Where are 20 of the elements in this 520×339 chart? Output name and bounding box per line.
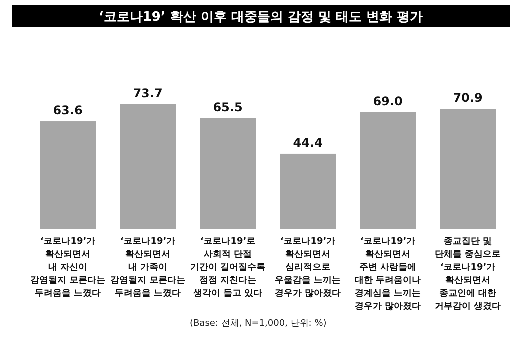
bar — [280, 154, 336, 229]
chart-title: ‘코로나19’ 확산 이후 대중들의 감정 및 태도 변화 평가 — [98, 10, 424, 25]
data-label: 65.5 — [213, 100, 243, 114]
bar — [40, 122, 96, 229]
data-label: 63.6 — [53, 104, 83, 118]
bar — [440, 109, 496, 229]
data-label: 44.4 — [293, 136, 323, 150]
data-label: 73.7 — [133, 86, 163, 100]
bar — [120, 104, 176, 229]
x-tick-label: ‘코로나19’로 사회적 단절 기간이 길어질수록 점점 지친다는 생각이 들고 있다 — [190, 237, 266, 299]
x-tick-label: ‘코로나19’가 확산되면서 내 자신이 감염될지 모른다는 두려움을 느꼈다 — [30, 237, 106, 299]
data-label: 70.9 — [453, 91, 483, 106]
x-tick-label: ‘코로나19’가 확산되면서 심리적으로 우울감을 느끼는 경우가 많아졌다 — [274, 237, 342, 299]
data-label: 69.0 — [373, 94, 403, 108]
text: (Base: 전체, N=1,000, 단위: %) — [190, 319, 327, 329]
bar — [200, 118, 256, 229]
x-tick-label: ‘코로나19’가 확산되면서 내 가족이 감염될지 모른다는 두려움을 느꼈다 — [110, 237, 186, 299]
x-tick-label: ‘코로나19’가 확산되면서 주변 사람들에 대한 두려움이나 경계심을 느끼는 경우가 많아졌다 — [354, 237, 422, 312]
x-tick-label: 종교집단 및 단체를 중심으로 ‘코로나19’가 확산되면서 종교인에 대한 거부감이 생겼다 — [434, 237, 502, 312]
bar — [360, 112, 416, 229]
